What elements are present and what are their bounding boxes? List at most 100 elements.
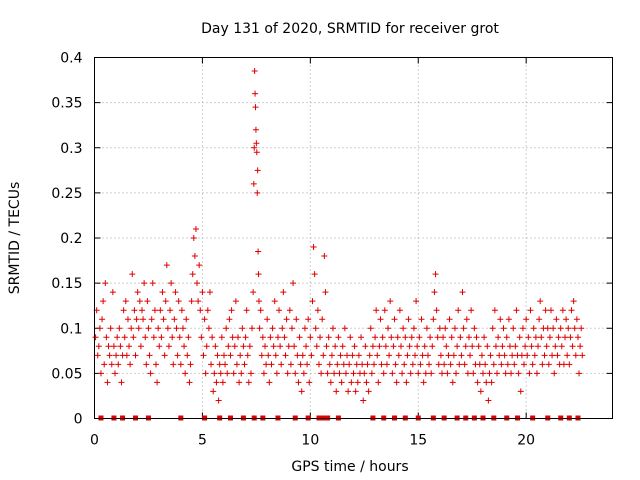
data-point [237,352,244,359]
data-point [349,352,356,359]
data-point [485,397,492,404]
data-point [165,343,172,350]
data-point [461,361,468,368]
data-point [112,370,119,377]
data-point [201,316,208,323]
data-point [535,343,542,350]
data-point [200,352,207,359]
data-point [231,343,238,350]
data-point [229,334,236,341]
data-point [266,379,273,386]
data-point [446,316,453,323]
data-point [327,379,334,386]
data-point [188,298,195,305]
data-point [506,343,513,350]
data-point [416,334,423,341]
data-point [456,361,463,368]
data-point [571,325,578,332]
data-point [545,361,552,368]
data-point [426,361,433,368]
data-point [258,352,265,359]
data-point [397,343,404,350]
data-point [578,325,585,332]
data-point [99,316,106,323]
data-point [377,316,384,323]
data-point [553,316,560,323]
data-point-layer [92,68,586,404]
data-point [565,325,572,332]
data-point [118,379,125,386]
data-point [546,334,553,341]
data-point [567,334,574,341]
data-point [536,316,543,323]
data-point [360,397,367,404]
data-point [383,361,390,368]
data-point [560,361,567,368]
data-point [351,343,358,350]
data-point [198,334,205,341]
data-point [315,361,322,368]
data-point [328,352,335,359]
data-point [294,352,301,359]
data-point [218,334,225,341]
data-point [241,361,248,368]
data-point [400,325,407,332]
data-point [490,361,497,368]
data-point [213,379,220,386]
y-tick-label: 0.4 [60,51,82,67]
data-point [367,325,374,332]
data-point [184,352,191,359]
data-point [495,334,502,341]
data-point [372,334,379,341]
data-point [563,316,570,323]
data-point [403,379,410,386]
data-point [323,343,330,350]
data-point [577,343,584,350]
data-point [361,370,368,377]
data-point [215,397,222,404]
data-point [217,370,224,377]
data-point [103,334,110,341]
data-point [321,253,328,260]
data-point [412,352,419,359]
data-point [208,361,215,368]
data-point [106,352,113,359]
data-point [354,379,361,386]
data-point [363,379,370,386]
data-point [500,325,507,332]
data-point [314,307,321,314]
data-point [235,334,242,341]
data-point [457,334,464,341]
data-point [570,298,577,305]
data-point [483,379,490,386]
data-point [264,316,271,323]
data-point [555,334,562,341]
x-tick-label: 20 [517,433,535,449]
data-point [513,307,520,314]
data-point [558,343,565,350]
data-point [305,316,312,323]
data-point [124,316,131,323]
data-point [395,352,402,359]
data-point [574,334,581,341]
data-point [132,352,139,359]
data-point [421,343,428,350]
data-point [499,343,506,350]
data-point [526,370,533,377]
data-point [254,189,261,196]
data-point [579,352,586,359]
data-point [389,370,396,377]
data-point [531,352,538,359]
data-point [130,334,137,341]
data-point [391,316,398,323]
data-point [158,334,165,341]
data-point [156,343,163,350]
data-point [223,325,230,332]
data-point [253,149,260,156]
data-point [173,325,180,332]
data-point [530,325,537,332]
data-point [333,388,340,395]
data-point [265,352,272,359]
y-tick-label: 0 [74,412,83,428]
data-point [170,361,177,368]
